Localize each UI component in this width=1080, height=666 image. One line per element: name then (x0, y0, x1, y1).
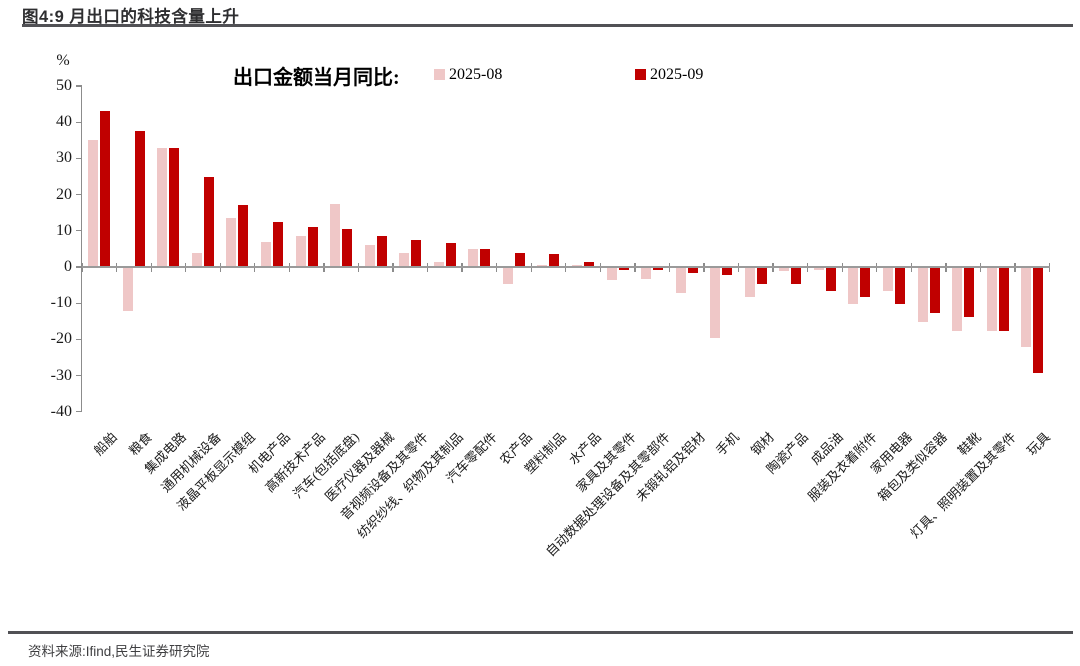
bar-2025-08 (1021, 267, 1032, 348)
bar-2025-09 (376, 236, 387, 267)
y-tick (76, 230, 82, 232)
y-tick-label: -40 (50, 402, 72, 420)
bar-2025-08 (502, 267, 513, 285)
bar-2025-08 (295, 236, 306, 267)
y-tick (76, 338, 82, 341)
y-tick (76, 193, 82, 196)
legend-label-sep: 2025-09 (650, 66, 704, 83)
bar-2025-08 (675, 267, 686, 294)
y-tick-label: 30 (56, 149, 72, 167)
bar-2025-08 (88, 140, 99, 267)
bar-2025-08 (191, 252, 202, 267)
bar-2025-09 (584, 261, 595, 267)
chart-legend-title: 出口金额当月同比: (233, 67, 400, 89)
bar-2025-08 (157, 147, 168, 267)
bar-2025-08 (917, 267, 928, 323)
source-text: 资料来源:Ifind,民生证券研究院 (28, 644, 210, 659)
bar-2025-08 (261, 241, 272, 267)
bar-2025-09 (825, 267, 836, 292)
bar-2025-09 (411, 239, 422, 267)
x-tick (1048, 263, 1051, 272)
bar-2025-08 (710, 267, 721, 339)
bar-2025-09 (203, 176, 214, 267)
bar-2025-08 (779, 267, 790, 272)
bar-2025-09 (687, 267, 698, 274)
bar-2025-09 (134, 131, 145, 267)
y-axis-unit-label: % (56, 52, 70, 69)
bar-2025-08 (537, 265, 548, 267)
bar-2025-08 (399, 252, 410, 267)
bar-2025-08 (330, 203, 341, 267)
bar-2025-08 (952, 267, 963, 332)
y-tick-label: 50 (56, 77, 72, 94)
y-tick (76, 266, 82, 268)
header-rule (22, 24, 1073, 27)
y-tick (76, 121, 82, 123)
bar-2025-08 (433, 261, 444, 267)
bar-2025-09 (100, 111, 111, 267)
y-tick (76, 302, 82, 304)
y-tick-label: -20 (50, 330, 72, 348)
bar-2025-09 (169, 147, 180, 267)
bar-2025-08 (848, 267, 859, 304)
bar-2025-09 (791, 267, 802, 285)
bar-2025-09 (445, 243, 456, 267)
y-tick-label: 20 (56, 185, 72, 203)
y-tick-label: -30 (50, 366, 72, 384)
y-tick-label: -10 (50, 294, 72, 312)
figure-title: 图4:9 月出口的科技含量上升 (22, 8, 240, 26)
bar-2025-09 (342, 228, 353, 267)
bar-2025-09 (480, 248, 491, 267)
bar-2025-09 (549, 254, 560, 267)
bar-2025-09 (722, 267, 733, 276)
legend-swatch-sep (635, 69, 646, 80)
y-tick (76, 157, 82, 160)
bar-2025-08 (226, 218, 237, 267)
bar-2025-08 (641, 267, 652, 279)
bar-2025-09 (895, 267, 905, 304)
bar-2025-09 (238, 205, 249, 267)
bar-2025-08 (986, 267, 997, 332)
bar-2025-09 (860, 267, 871, 297)
bar-2025-09 (998, 267, 1009, 332)
bar-2025-09 (514, 252, 525, 267)
bar-2025-09 (307, 227, 318, 267)
y-tick-label: 40 (56, 113, 72, 131)
bar-2025-08 (744, 267, 755, 297)
bar-2025-08 (813, 267, 824, 270)
bar-2025-08 (468, 248, 479, 267)
x-axis-line (82, 266, 1050, 268)
bar-2025-09 (273, 221, 284, 267)
bar-2025-08 (883, 267, 893, 292)
bar-2025-09 (618, 267, 629, 270)
footer-rule (8, 631, 1073, 634)
y-tick (76, 374, 82, 377)
bar-2025-09 (1033, 267, 1044, 373)
bar-2025-08 (122, 267, 133, 312)
bar-2025-08 (572, 265, 583, 267)
bar-2025-08 (606, 267, 617, 281)
bar-2025-09 (653, 267, 664, 270)
bar-2025-09 (929, 267, 940, 314)
y-axis-line (80, 86, 82, 412)
legend-swatch-aug (434, 69, 445, 80)
bar-2025-09 (964, 267, 975, 317)
y-tick (76, 85, 82, 87)
y-tick-label: 10 (56, 221, 72, 239)
legend-label-aug: 2025-08 (449, 66, 503, 83)
y-tick (76, 411, 82, 413)
y-tick-label: 0 (64, 258, 72, 275)
bar-2025-09 (756, 267, 767, 285)
bar-2025-08 (364, 245, 375, 267)
